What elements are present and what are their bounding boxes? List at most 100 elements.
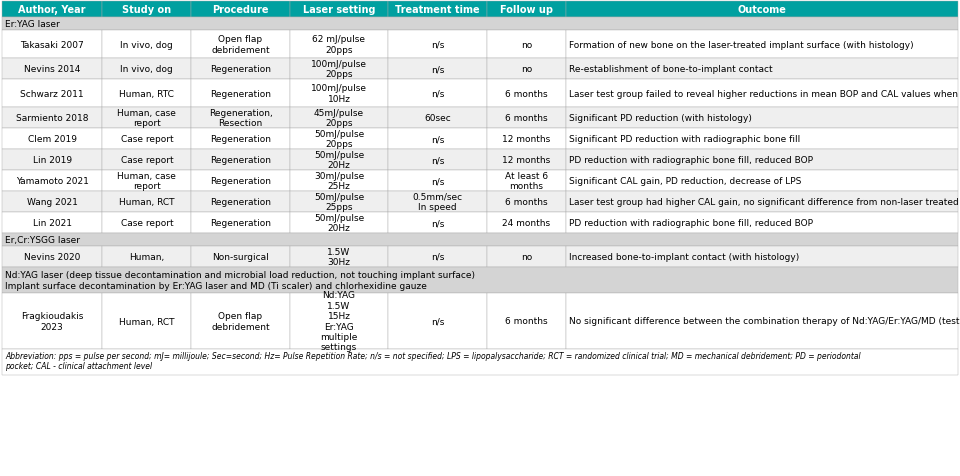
Text: 12 months: 12 months	[502, 135, 550, 144]
Bar	[103, 2, 191, 18]
Text: Increased bone-to-implant contact (with histology): Increased bone-to-implant contact (with …	[569, 252, 800, 261]
Bar	[290, 247, 388, 268]
Bar	[191, 213, 290, 234]
Text: Schwarz 2011: Schwarz 2011	[20, 89, 84, 98]
Bar	[2, 234, 958, 247]
Text: 60sec: 60sec	[424, 114, 451, 123]
Bar	[566, 129, 958, 149]
Text: Lin 2021: Lin 2021	[33, 218, 72, 228]
Bar	[290, 170, 388, 192]
Bar	[388, 31, 487, 59]
Bar	[2, 293, 103, 349]
Bar	[290, 59, 388, 80]
Text: Formation of new bone on the laser-treated implant surface (with histology): Formation of new bone on the laser-treat…	[569, 40, 914, 50]
Bar	[290, 149, 388, 170]
Bar	[388, 129, 487, 149]
Text: Lin 2019: Lin 2019	[33, 156, 72, 165]
Bar	[566, 213, 958, 234]
Bar	[191, 247, 290, 268]
Text: Case report: Case report	[121, 156, 173, 165]
Text: Wang 2021: Wang 2021	[27, 198, 78, 207]
Bar	[103, 59, 191, 80]
Text: n/s: n/s	[431, 218, 444, 228]
Bar	[2, 108, 103, 129]
Text: Study on: Study on	[122, 5, 172, 15]
Text: 6 months: 6 months	[505, 114, 547, 123]
Bar	[566, 108, 958, 129]
Bar	[2, 247, 103, 268]
Text: In vivo, dog: In vivo, dog	[120, 40, 173, 50]
Text: Abbreviation: pps = pulse per second; mJ= millijoule; Sec=second; Hz= Pulse Repe: Abbreviation: pps = pulse per second; mJ…	[5, 351, 860, 371]
Bar	[487, 213, 566, 234]
Bar	[566, 247, 958, 268]
Text: 50mJ/pulse
20Hz: 50mJ/pulse 20Hz	[314, 213, 364, 233]
Text: 1.5W
30Hz: 1.5W 30Hz	[327, 247, 350, 267]
Text: In vivo, dog: In vivo, dog	[120, 65, 173, 74]
Text: 12 months: 12 months	[502, 156, 550, 165]
Text: n/s: n/s	[431, 252, 444, 261]
Text: Regeneration: Regeneration	[210, 198, 271, 207]
Bar	[290, 213, 388, 234]
Bar	[2, 31, 103, 59]
Text: n/s: n/s	[431, 317, 444, 326]
Text: Regeneration,
Resection: Regeneration, Resection	[208, 109, 273, 128]
Text: Clem 2019: Clem 2019	[28, 135, 77, 144]
Bar	[388, 149, 487, 170]
Text: 62 mJ/pulse
20pps: 62 mJ/pulse 20pps	[313, 35, 366, 55]
Text: no: no	[520, 252, 532, 261]
Bar	[2, 268, 958, 293]
Text: Treatment time: Treatment time	[396, 5, 480, 15]
Text: Re-establishment of bone-to-implant contact: Re-establishment of bone-to-implant cont…	[569, 65, 773, 74]
Bar	[566, 2, 958, 18]
Text: Takasaki 2007: Takasaki 2007	[20, 40, 84, 50]
Text: Nevins 2020: Nevins 2020	[24, 252, 81, 261]
Text: Follow up: Follow up	[500, 5, 553, 15]
Text: n/s: n/s	[431, 65, 444, 74]
Bar	[2, 213, 103, 234]
Text: Author, Year: Author, Year	[18, 5, 86, 15]
Bar	[191, 129, 290, 149]
Bar	[191, 2, 290, 18]
Text: Laser test group failed to reveal higher reductions in mean BOP and CAL values w: Laser test group failed to reveal higher…	[569, 89, 960, 98]
Bar	[487, 31, 566, 59]
Text: No significant difference between the combination therapy of Nd:YAG/Er:YAG/MD (t: No significant difference between the co…	[569, 317, 960, 326]
Text: n/s: n/s	[431, 89, 444, 98]
Text: Er:YAG laser: Er:YAG laser	[5, 20, 60, 29]
Bar	[2, 349, 958, 375]
Bar	[487, 247, 566, 268]
Bar	[290, 2, 388, 18]
Text: n/s: n/s	[431, 177, 444, 186]
Text: 100mJ/pulse
20pps: 100mJ/pulse 20pps	[311, 60, 367, 79]
Text: Human, case
report: Human, case report	[117, 171, 177, 191]
Text: Nevins 2014: Nevins 2014	[24, 65, 81, 74]
Bar	[103, 80, 191, 108]
Bar	[487, 129, 566, 149]
Text: Er,Cr:YSGG laser: Er,Cr:YSGG laser	[5, 236, 80, 245]
Text: 24 months: 24 months	[502, 218, 550, 228]
Text: Human, RTC: Human, RTC	[119, 89, 175, 98]
Text: Human, RCT: Human, RCT	[119, 198, 175, 207]
Bar	[103, 170, 191, 192]
Bar	[566, 31, 958, 59]
Text: Sarmiento 2018: Sarmiento 2018	[16, 114, 88, 123]
Text: 6 months: 6 months	[505, 89, 547, 98]
Text: Regeneration: Regeneration	[210, 135, 271, 144]
Text: 6 months: 6 months	[505, 198, 547, 207]
Bar	[191, 149, 290, 170]
Text: Regeneration: Regeneration	[210, 218, 271, 228]
Bar	[566, 59, 958, 80]
Bar	[103, 108, 191, 129]
Text: PD reduction with radiographic bone fill, reduced BOP: PD reduction with radiographic bone fill…	[569, 218, 813, 228]
Bar	[2, 18, 958, 31]
Text: Non-surgical: Non-surgical	[212, 252, 269, 261]
Text: Yamamoto 2021: Yamamoto 2021	[15, 177, 88, 186]
Bar	[487, 108, 566, 129]
Text: no: no	[520, 40, 532, 50]
Bar	[388, 192, 487, 213]
Bar	[487, 170, 566, 192]
Bar	[103, 293, 191, 349]
Text: 100mJ/pulse
10Hz: 100mJ/pulse 10Hz	[311, 84, 367, 103]
Bar	[2, 2, 103, 18]
Bar	[487, 192, 566, 213]
Text: Open flap
debridement: Open flap debridement	[211, 35, 270, 55]
